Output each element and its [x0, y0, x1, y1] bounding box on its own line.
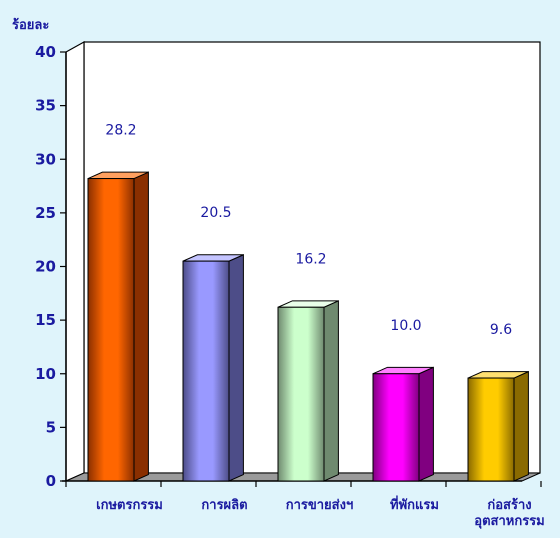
bar-side-face [133, 171, 149, 482]
bar-front-face [87, 178, 135, 482]
y-tick-label: 40 [35, 43, 56, 61]
data-label: 28.2 [105, 123, 136, 139]
bar [182, 253, 244, 482]
y-tick-label: 15 [35, 311, 56, 329]
x-tick-label: เกษตรกรรม [96, 498, 163, 513]
y-tick-label: 5 [46, 418, 56, 436]
bar-front-face [277, 306, 325, 482]
bar-front-face [182, 260, 230, 482]
data-label: 10.0 [390, 318, 421, 334]
y-tick-label: 20 [35, 258, 56, 276]
bar-front-face [467, 377, 515, 482]
plot-side-wall [65, 40, 85, 482]
bar-side-face [228, 253, 244, 482]
y-tick-label: 0 [46, 472, 56, 490]
data-label: 9.6 [490, 322, 512, 338]
x-tick-label: การขายส่งฯ [286, 498, 354, 513]
bar [467, 370, 529, 482]
bars-group [87, 171, 529, 482]
y-tick-label: 25 [35, 204, 56, 222]
x-tick-label: การผลิต [201, 498, 247, 513]
x-tick-label: อุตสาหกรรม [474, 514, 544, 529]
bar-side-face [418, 366, 434, 482]
y-tick-label: 10 [35, 365, 56, 383]
bar-side-face [513, 370, 529, 482]
y-tick-label: 35 [35, 97, 56, 115]
bar [277, 300, 339, 482]
bar-front-face [372, 373, 420, 482]
x-tick-label: ก่อสร้าง [487, 497, 531, 513]
bar [87, 171, 149, 482]
bar [372, 366, 434, 482]
bar-side-face [323, 300, 339, 482]
y-axis-unit-label: ร้อยละ [12, 17, 49, 33]
labels-group: 28.2 เกษตรกรรม 20.5 การผลิต 16.2 การขายส่งฯ 10… [96, 123, 545, 529]
data-label: 20.5 [200, 205, 231, 221]
data-label: 16.2 [295, 251, 326, 267]
y-axis: 0 5 10 15 20 25 30 35 40 [35, 43, 67, 490]
y-tick-label: 30 [35, 150, 56, 168]
x-tick-label: ที่พักแรม [390, 495, 439, 513]
